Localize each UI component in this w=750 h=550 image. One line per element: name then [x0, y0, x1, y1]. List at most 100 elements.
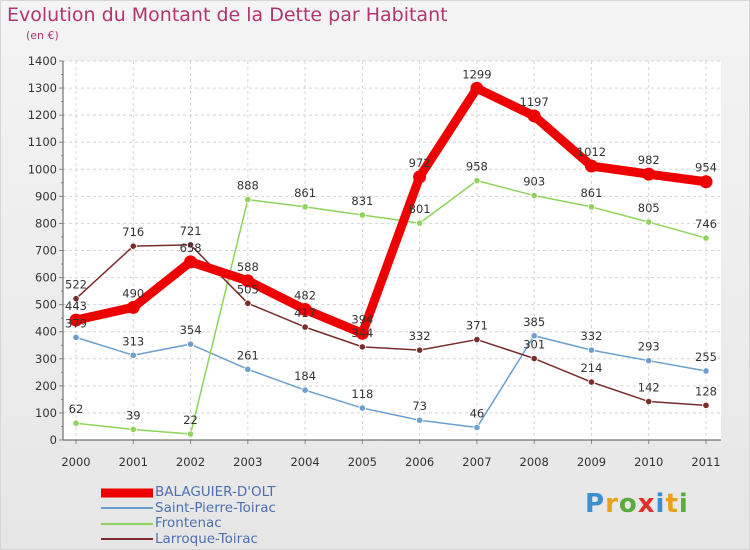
- data-label: 184: [294, 369, 316, 383]
- data-label: 490: [122, 286, 144, 300]
- data-point: [129, 242, 137, 250]
- data-label: 721: [180, 224, 202, 238]
- data-point: [416, 219, 424, 227]
- legend-label: Larroque-Toirac: [155, 530, 258, 547]
- legend-swatch: [101, 507, 153, 510]
- logo-letter: x: [637, 489, 656, 519]
- data-point: [413, 170, 427, 184]
- data-label: 22: [183, 413, 198, 427]
- logo-letter: i: [655, 489, 666, 519]
- data-label: 371: [466, 319, 488, 333]
- data-label: 972: [409, 156, 431, 170]
- data-point: [702, 367, 710, 375]
- data-point: [72, 333, 80, 341]
- series-line: [75, 244, 707, 407]
- data-point: [584, 159, 598, 173]
- logo-letter: r: [605, 489, 619, 519]
- data-point: [301, 323, 309, 331]
- data-point: [473, 335, 481, 344]
- data-point: [186, 430, 195, 438]
- data-point: [470, 81, 484, 95]
- data-label: 1012: [577, 145, 606, 159]
- data-label: 255: [695, 350, 717, 364]
- data-label: 379: [65, 316, 87, 330]
- data-label: 505: [237, 282, 259, 296]
- x-tick-label: 2002: [176, 455, 205, 469]
- y-tick-label: 800: [35, 216, 57, 230]
- logo-letter: t: [665, 489, 679, 519]
- data-point: [184, 255, 198, 269]
- data-point: [473, 423, 481, 432]
- data-point: [702, 234, 710, 242]
- legend-label: Saint-Pierre-Toirac: [155, 499, 276, 516]
- data-point: [645, 397, 653, 406]
- data-point: [358, 343, 366, 351]
- legend-swatch: [101, 538, 153, 541]
- y-tick-label: 1000: [28, 162, 57, 176]
- y-tick-label: 700: [35, 244, 57, 258]
- x-tick-label: 2003: [233, 455, 262, 469]
- data-point: [473, 177, 481, 185]
- x-tick-label: 2009: [577, 455, 606, 469]
- data-point: [244, 299, 252, 307]
- data-point: [241, 274, 255, 288]
- data-point: [358, 404, 366, 412]
- data-point: [642, 167, 656, 181]
- data-label: 293: [638, 340, 660, 354]
- chart-title: Evolution du Montant de la Dette par Hab…: [7, 4, 448, 26]
- data-point: [301, 203, 309, 211]
- data-point: [129, 351, 137, 359]
- data-label: 332: [409, 329, 431, 343]
- legend-swatch: [101, 488, 153, 498]
- y-tick-label: 1200: [28, 108, 57, 122]
- data-label: 301: [523, 338, 545, 352]
- data-label: 332: [580, 329, 602, 343]
- data-label: 746: [695, 217, 717, 231]
- chart-subtitle: (en €): [26, 29, 59, 42]
- data-label: 831: [351, 194, 373, 208]
- data-label: 443: [65, 299, 87, 313]
- data-label: 954: [695, 161, 717, 175]
- data-label: 801: [409, 202, 431, 216]
- series-line: [71, 83, 711, 338]
- data-point: [298, 303, 312, 317]
- data-label: 982: [638, 153, 660, 167]
- data-label: 128: [695, 384, 717, 398]
- legend-label: BALAGUIER-D'OLT: [155, 484, 276, 500]
- data-point: [244, 365, 252, 373]
- data-point: [587, 378, 596, 386]
- y-tick-label: 600: [35, 271, 57, 285]
- x-tick-label: 2010: [634, 455, 663, 469]
- x-tick-label: 2007: [462, 455, 491, 469]
- data-label: 1197: [520, 95, 549, 109]
- data-point: [645, 357, 653, 365]
- x-tick-label: 2000: [61, 455, 90, 469]
- data-point: [129, 425, 137, 434]
- data-point: [530, 354, 538, 363]
- data-label: 354: [180, 323, 202, 337]
- x-tick-label: 2006: [405, 455, 434, 469]
- series-line: [75, 179, 707, 435]
- data-point: [699, 175, 713, 189]
- legend-label: Frontenac: [155, 515, 222, 531]
- y-tick-label: 1300: [28, 81, 57, 95]
- data-label: 861: [580, 186, 602, 200]
- data-label: 805: [638, 201, 660, 215]
- data-label: 394: [351, 312, 373, 326]
- logo-letter: o: [618, 489, 638, 519]
- y-tick-label: 0: [50, 433, 57, 447]
- data-point: [126, 300, 140, 314]
- logo-letter: P: [585, 489, 606, 519]
- data-point: [416, 416, 424, 424]
- data-point: [72, 419, 80, 427]
- data-label: 344: [351, 326, 373, 340]
- y-tick-label: 500: [35, 298, 57, 312]
- data-label: 313: [122, 334, 144, 348]
- data-point: [527, 109, 541, 123]
- y-tick-label: 1100: [28, 135, 57, 149]
- data-label: 1299: [462, 67, 491, 81]
- data-label: 261: [237, 348, 259, 362]
- data-point: [587, 346, 596, 354]
